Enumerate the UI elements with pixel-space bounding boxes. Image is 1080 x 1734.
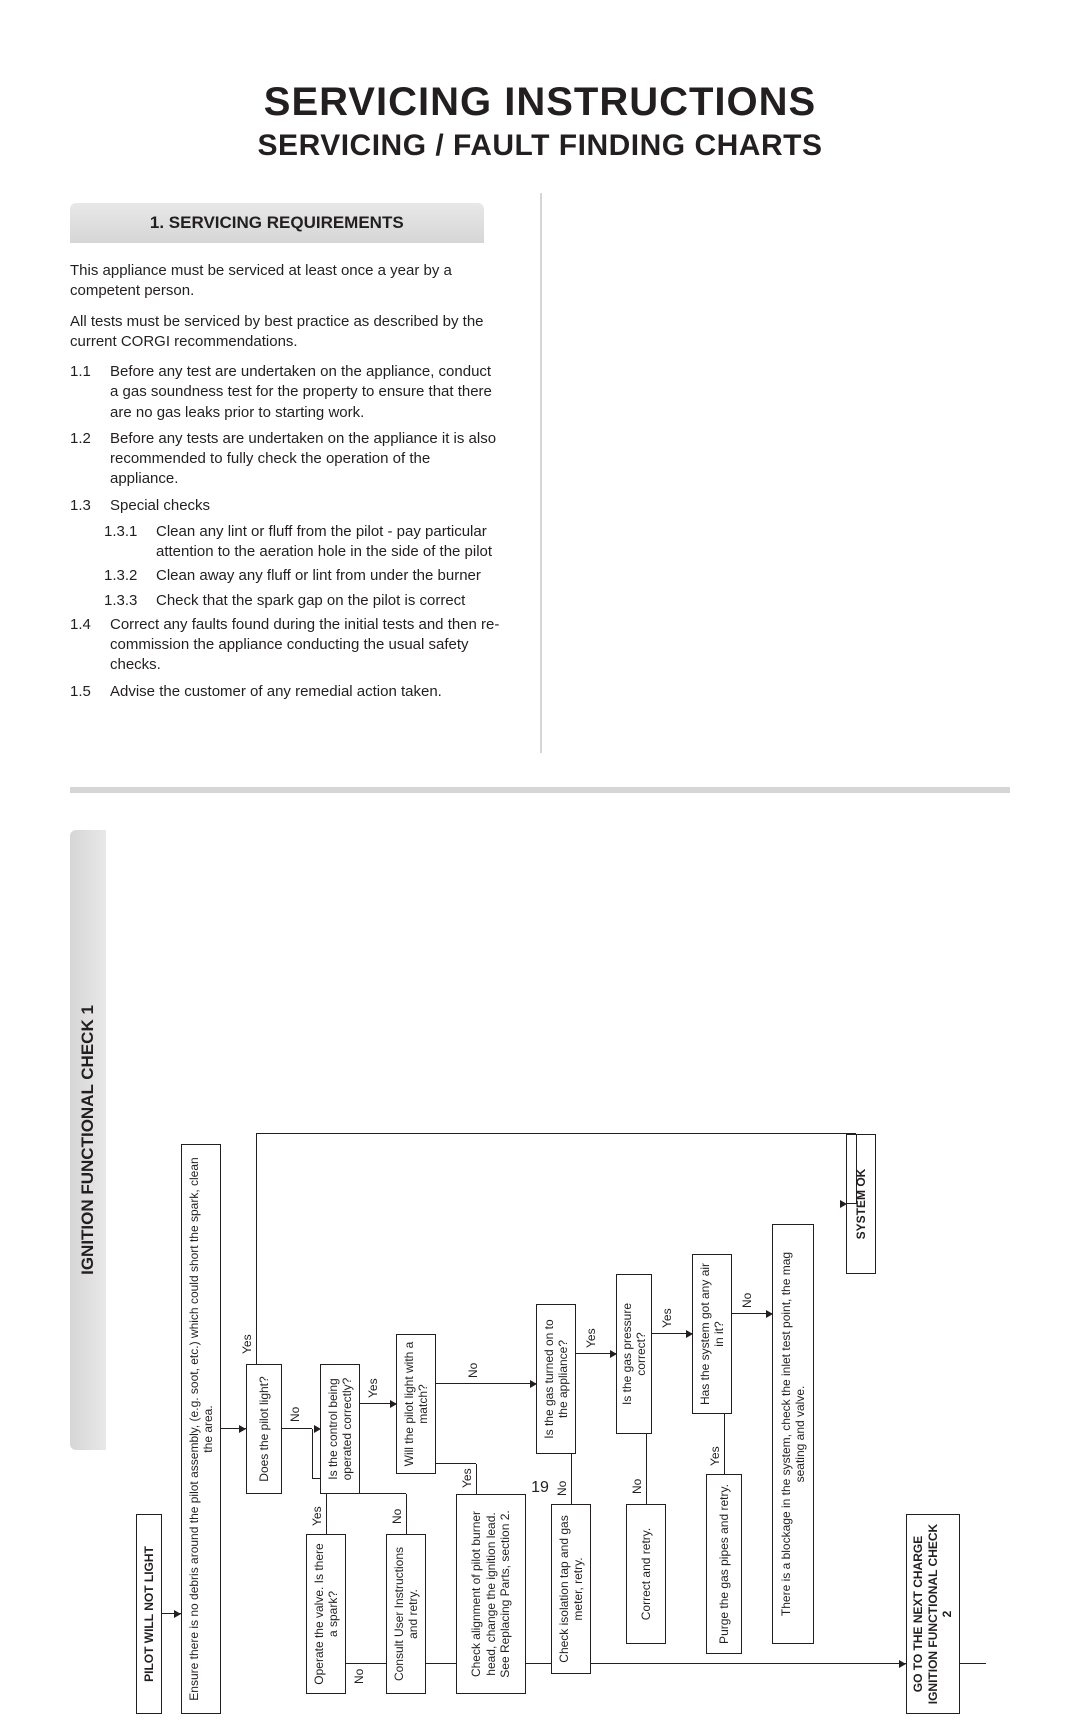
list-item: 1.3Special checks (70, 496, 502, 516)
node-q-gason: Is the gas turned on to the appliance? (536, 1304, 576, 1454)
title-block: SERVICING INSTRUCTIONS SERVICING / FAULT… (70, 80, 1010, 163)
node-debris: Ensure there is no debris around the pil… (181, 1144, 221, 1714)
edge (256, 1134, 257, 1364)
intro-1: This appliance must be serviced at least… (70, 261, 502, 302)
label-no: No (390, 1509, 404, 1524)
arrow-icon (530, 1380, 537, 1388)
list-item: 1.1Before any test are undertaken on the… (70, 362, 502, 423)
top-columns: 1. SERVICING REQUIREMENTS This appliance… (70, 203, 1010, 793)
label-no: No (740, 1293, 754, 1308)
label-yes: Yes (366, 1378, 380, 1398)
node-start: PILOT WILL NOT LIGHT (136, 1514, 162, 1714)
edge (282, 1428, 312, 1429)
arrow-icon (610, 1350, 617, 1358)
node-blockage: There is a blockage in the system, check… (772, 1224, 814, 1644)
node-q-air: Has the system got any air in it? (692, 1254, 732, 1414)
edge (856, 1134, 857, 1204)
node-spark: Operate the valve. Is there a spark? (306, 1534, 346, 1694)
flow-canvas: PILOT WILL NOT LIGHT Ensure there is no … (106, 1114, 1010, 1734)
edge (436, 1463, 476, 1464)
label-no: No (466, 1363, 480, 1378)
node-goto: GO TO THE NEXT CHARGE IGNITION FUNCTIONA… (906, 1514, 960, 1714)
arrow-icon (314, 1425, 321, 1433)
node-q-pressure: Is the gas pressure correct? (616, 1274, 652, 1434)
intro-2: All tests must be serviced by best pract… (70, 312, 502, 353)
label-no: No (352, 1669, 366, 1684)
page-number: 19 (0, 1479, 1080, 1497)
sub-title: SERVICING / FAULT FINDING CHARTS (70, 129, 1010, 163)
flowchart-title-bar: IGNITION FUNCTIONAL CHECK 1 (70, 830, 106, 1450)
edge (256, 1133, 856, 1134)
label-yes: Yes (310, 1506, 324, 1526)
node-purge: Purge the gas pipes and retry. (706, 1474, 742, 1654)
page: SERVICING INSTRUCTIONS SERVICING / FAULT… (0, 0, 1080, 1527)
node-isotap: Check isolation tap and gas meter, retry… (551, 1504, 591, 1674)
list-item: 1.2Before any tests are undertaken on th… (70, 429, 502, 490)
arrow-icon (686, 1330, 693, 1338)
arrow-icon (766, 1310, 773, 1318)
node-correct: Correct and retry. (626, 1504, 666, 1644)
node-q-pilot: Does the pilot light? (246, 1364, 282, 1494)
arrow-icon (390, 1400, 397, 1408)
edge (814, 1663, 906, 1664)
arrow-icon (174, 1610, 181, 1618)
edge (312, 1429, 313, 1479)
section-heading: 1. SERVICING REQUIREMENTS (70, 203, 484, 243)
edge (406, 1494, 407, 1534)
list-item: 1.4Correct any faults found during the i… (70, 615, 502, 676)
label-yes: Yes (708, 1446, 722, 1466)
list-item: 1.3.2Clean away any fluff or lint from u… (104, 566, 502, 586)
edge (846, 1203, 856, 1204)
list-item: 1.3.3Check that the spark gap on the pil… (104, 591, 502, 611)
arrow-icon (239, 1425, 246, 1433)
node-q-match: Will the pilot light with a match? (396, 1334, 436, 1474)
main-title: SERVICING INSTRUCTIONS (70, 80, 1010, 125)
edge (436, 1383, 536, 1384)
flowchart-rotated: PILOT WILL NOT LIGHT Ensure there is no … (106, 830, 726, 1734)
node-system-ok: SYSTEM OK (846, 1134, 876, 1274)
label-yes: Yes (660, 1308, 674, 1328)
node-align: Check alignment of pilot burner head, ch… (456, 1494, 526, 1694)
list-item: 1.5Advise the customer of any remedial a… (70, 682, 502, 702)
list-item: 1.3.1Clean any lint or fluff from the pi… (104, 522, 502, 563)
edge (724, 1414, 725, 1474)
node-consult: Consult User Instructions and retry. (386, 1534, 426, 1694)
label-yes: Yes (584, 1328, 598, 1348)
flowchart-title: IGNITION FUNCTIONAL CHECK 1 (78, 1005, 98, 1275)
label-yes: Yes (240, 1334, 254, 1354)
node-q-control: Is the control being operated correctly? (320, 1364, 360, 1494)
flowchart: IGNITION FUNCTIONAL CHECK 1 PILOT WILL N… (70, 830, 1010, 1450)
body-text: This appliance must be serviced at least… (70, 261, 502, 702)
label-no: No (288, 1407, 302, 1422)
arrow-icon (899, 1660, 906, 1668)
arrow-icon (840, 1200, 847, 1208)
